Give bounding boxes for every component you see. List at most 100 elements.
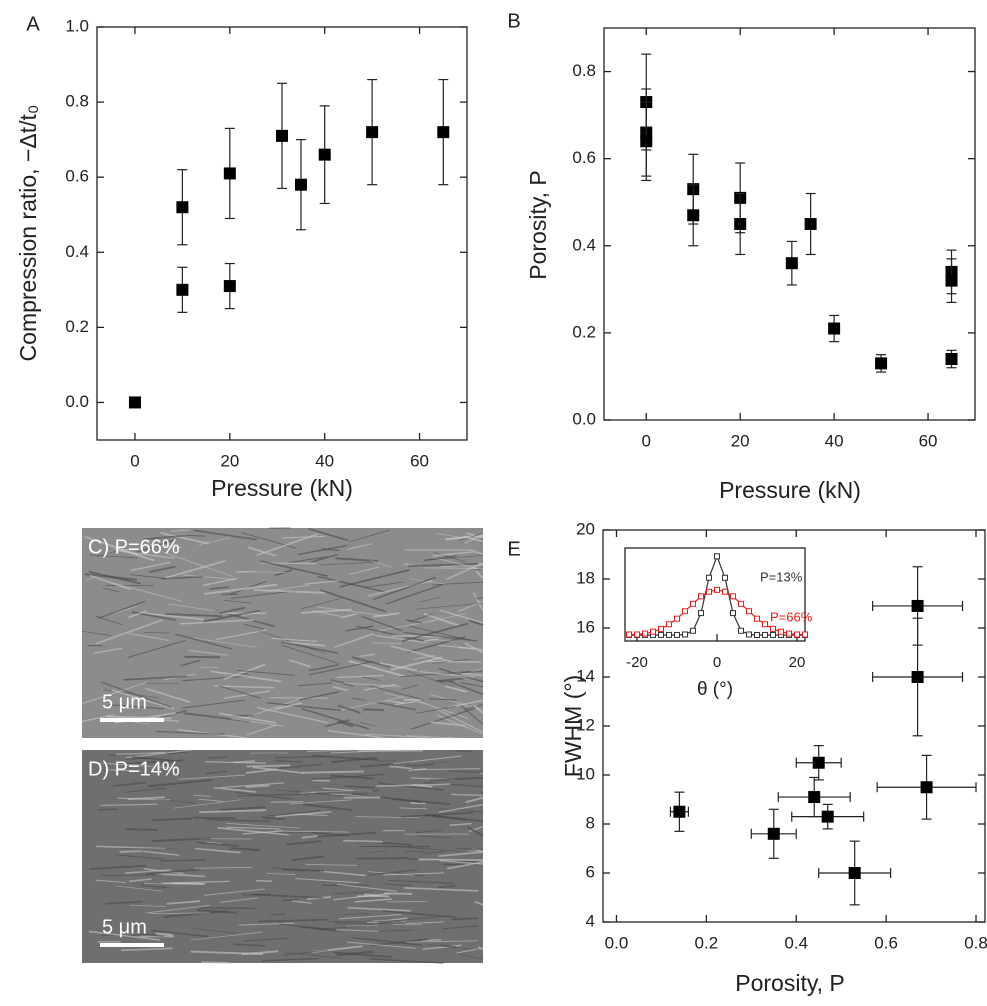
texture <box>305 580 340 585</box>
texture <box>336 950 374 957</box>
texture <box>150 543 182 549</box>
texture <box>337 704 361 714</box>
data-point <box>785 257 798 270</box>
texture <box>390 645 453 663</box>
texture <box>429 693 484 711</box>
texture <box>429 777 484 782</box>
texture <box>351 697 367 701</box>
texture <box>261 816 286 821</box>
data-point <box>650 628 656 635</box>
data-point <box>682 608 688 615</box>
texture <box>115 885 163 892</box>
data-point <box>690 600 696 607</box>
texture <box>468 825 484 833</box>
texture <box>356 816 420 819</box>
data-point <box>658 625 664 632</box>
texture <box>274 830 350 833</box>
texture <box>308 664 340 672</box>
texture <box>456 947 484 954</box>
texture <box>289 799 352 805</box>
texture <box>315 789 380 794</box>
texture <box>475 569 484 580</box>
texture <box>418 596 441 603</box>
texture <box>253 589 326 594</box>
texture <box>181 699 246 709</box>
texture <box>104 900 143 905</box>
texture <box>302 803 353 812</box>
texture <box>205 770 227 775</box>
texture <box>193 529 257 541</box>
texture <box>197 909 237 914</box>
texture <box>372 612 400 618</box>
texture <box>285 840 322 846</box>
texture <box>285 951 343 959</box>
data-point <box>778 628 784 635</box>
texture <box>188 649 229 656</box>
data-point <box>674 615 680 622</box>
texture <box>284 641 325 647</box>
texture <box>406 735 458 739</box>
texture <box>245 784 270 788</box>
sem-image <box>81 527 484 739</box>
texture <box>102 874 163 876</box>
texture <box>220 782 284 789</box>
data-point <box>658 631 664 638</box>
texture <box>209 586 229 590</box>
x-tick-label: 0.6 <box>874 933 898 952</box>
texture <box>174 633 233 650</box>
texture <box>115 854 165 860</box>
texture <box>435 708 484 733</box>
texture <box>431 613 466 622</box>
data-point <box>223 280 236 293</box>
texture <box>145 682 180 685</box>
texture <box>219 897 258 903</box>
texture <box>393 755 462 765</box>
texture <box>346 543 372 550</box>
data-point <box>673 805 686 818</box>
data-point <box>808 791 821 804</box>
texture <box>245 768 277 774</box>
texture <box>334 632 374 648</box>
texture <box>424 555 457 562</box>
y-tick-label: 0.2 <box>65 317 89 336</box>
data-point <box>767 827 780 840</box>
y-tick-label: 4 <box>586 911 595 930</box>
texture <box>223 663 266 681</box>
x-tick-label: 40 <box>315 451 334 470</box>
data-point <box>848 867 861 879</box>
texture <box>361 615 403 632</box>
texture <box>246 764 291 768</box>
texture <box>405 619 422 624</box>
texture <box>451 793 483 797</box>
texture <box>343 839 383 843</box>
texture <box>291 900 312 904</box>
texture <box>150 912 210 914</box>
texture <box>198 798 224 802</box>
texture <box>410 707 476 730</box>
x-tick-label: 0 <box>130 451 139 470</box>
texture <box>367 869 418 876</box>
y-tick-label: 1.0 <box>65 16 89 35</box>
texture <box>414 654 435 660</box>
y-tick-label: 14 <box>576 666 595 685</box>
texture <box>320 562 373 566</box>
data-point <box>786 630 792 637</box>
texture <box>460 705 484 725</box>
texture <box>201 961 230 964</box>
texture <box>300 597 344 610</box>
texture <box>106 769 142 772</box>
texture <box>155 932 173 936</box>
data-point <box>762 621 768 628</box>
texture <box>190 950 264 956</box>
data-point <box>626 631 632 638</box>
y-tick-label: 0.4 <box>65 242 89 261</box>
texture <box>332 891 373 895</box>
texture <box>467 826 484 837</box>
y-tick-label: 6 <box>586 862 595 881</box>
texture <box>324 719 351 728</box>
y-tick-label: 16 <box>576 617 595 636</box>
texture <box>352 792 422 804</box>
data-point <box>706 574 712 581</box>
data-point <box>920 781 933 794</box>
